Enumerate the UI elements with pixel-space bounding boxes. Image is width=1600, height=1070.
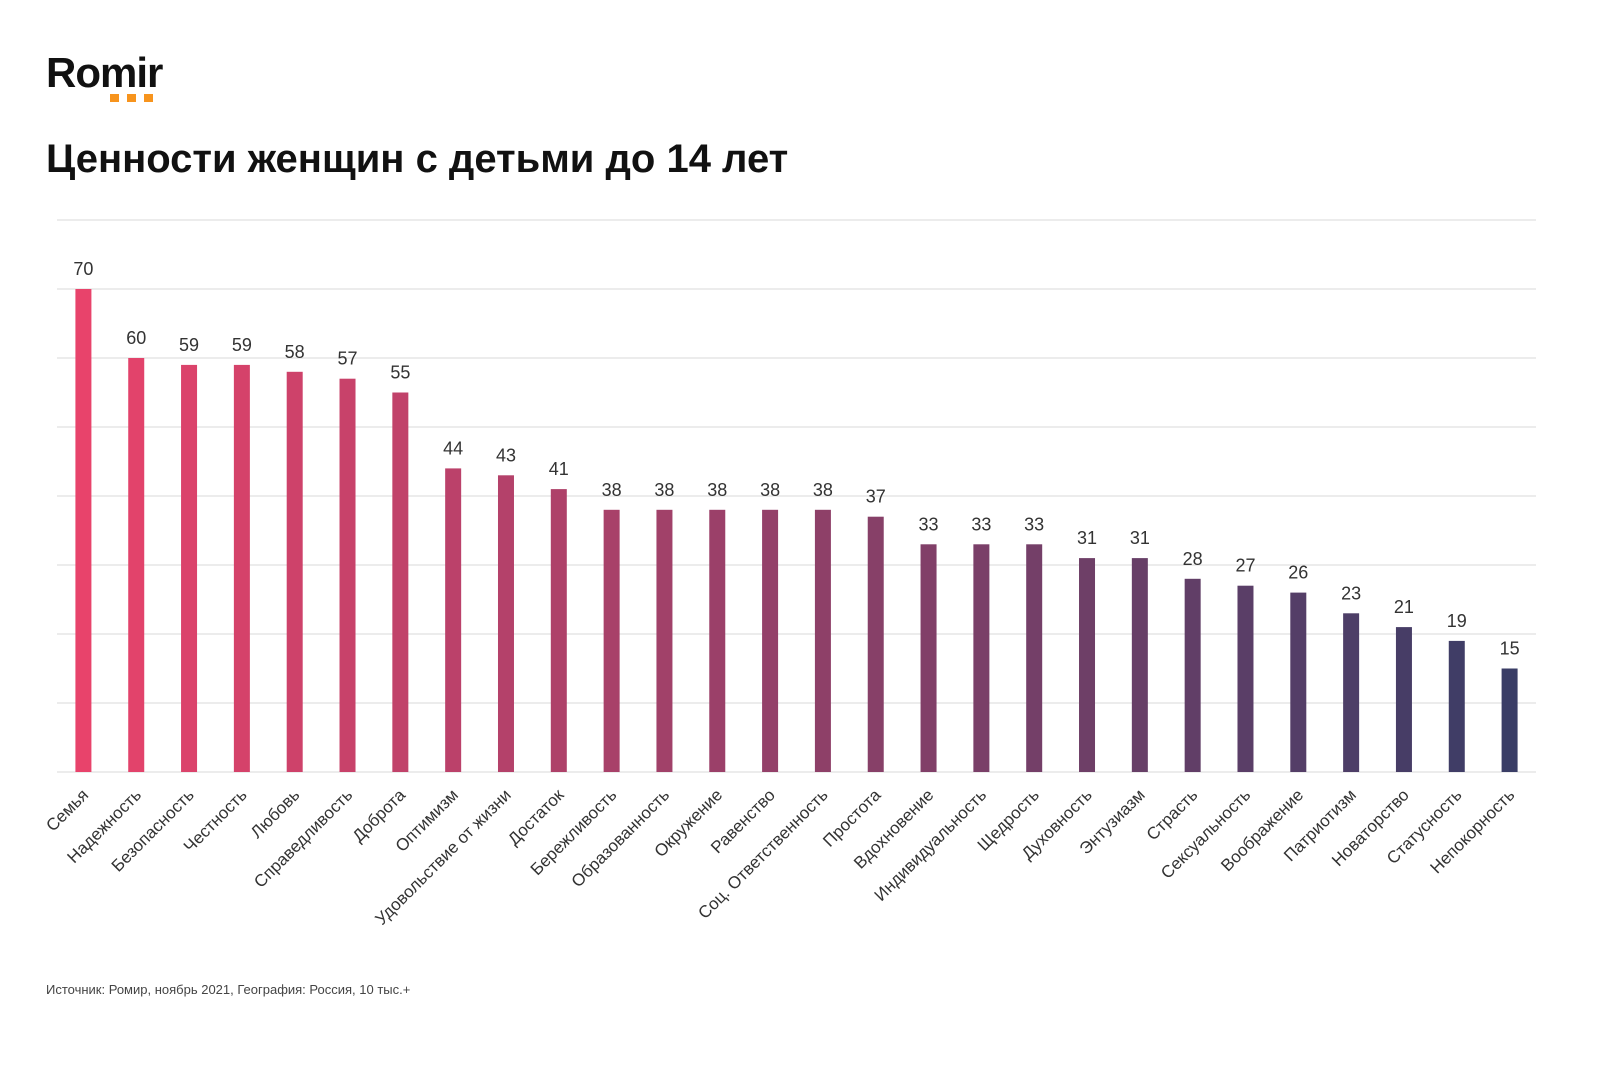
data-label: 38: [813, 480, 833, 500]
bar: [181, 364, 198, 772]
data-label: 37: [866, 487, 886, 507]
bar: [286, 371, 303, 772]
data-label: 38: [707, 480, 727, 500]
bar: [550, 489, 567, 772]
bar: [762, 509, 779, 772]
logo: Romir: [46, 49, 163, 96]
data-label: 33: [971, 514, 991, 534]
data-label: 27: [1235, 556, 1255, 576]
data-label: 58: [285, 342, 305, 362]
logo-dot: [144, 94, 153, 102]
data-label: 38: [760, 480, 780, 500]
bar: [233, 364, 250, 772]
bar: [1184, 578, 1201, 772]
bar: [128, 358, 145, 772]
data-label: 55: [390, 363, 410, 383]
data-label: 38: [654, 480, 674, 500]
data-label: 44: [443, 438, 463, 458]
bar: [973, 544, 990, 772]
data-label: 38: [602, 480, 622, 500]
data-label: 57: [338, 349, 358, 369]
bar: [1501, 668, 1518, 772]
x-tick-label: Справедливость: [250, 785, 356, 891]
chart-title: Ценности женщин с детьми до 14 лет: [46, 137, 788, 181]
bar: [1131, 558, 1148, 772]
data-label: 31: [1077, 528, 1097, 548]
data-label: 19: [1447, 611, 1467, 631]
bar: [75, 289, 92, 772]
data-label: 59: [179, 335, 199, 355]
logo-dot: [110, 94, 119, 102]
bar: [1343, 613, 1360, 772]
bar: [1079, 558, 1096, 772]
bar: [339, 378, 356, 772]
x-tick-label: Образованность: [568, 785, 674, 891]
data-label: 31: [1130, 528, 1150, 548]
bar: [656, 509, 673, 772]
bar: [920, 544, 937, 772]
bar: [1290, 592, 1307, 772]
bar: [867, 516, 884, 772]
bar: [445, 468, 462, 772]
logo-dot: [127, 94, 136, 102]
bar: [709, 509, 726, 772]
data-label: 33: [1024, 514, 1044, 534]
bar: [814, 509, 831, 772]
data-label: 33: [919, 514, 939, 534]
bar: [497, 475, 514, 772]
data-label: 26: [1288, 563, 1308, 583]
data-label: 41: [549, 459, 569, 479]
data-label: 15: [1500, 639, 1520, 659]
bar: [1448, 640, 1465, 772]
bar: [392, 392, 409, 772]
bar: [1237, 585, 1254, 772]
bar: [1395, 627, 1412, 772]
data-label: 59: [232, 335, 252, 355]
data-label: 21: [1394, 597, 1414, 617]
bar: [1026, 544, 1043, 772]
data-label: 43: [496, 445, 516, 465]
source-note: Источник: Ромир, ноябрь 2021, География:…: [46, 982, 410, 997]
data-label: 70: [73, 259, 93, 279]
x-tick-label: Сексуальность: [1157, 785, 1254, 882]
data-label: 60: [126, 328, 146, 348]
data-label: 23: [1341, 583, 1361, 603]
bar: [603, 509, 620, 772]
data-label: 28: [1183, 549, 1203, 569]
x-tick-label: Семья: [42, 785, 92, 835]
